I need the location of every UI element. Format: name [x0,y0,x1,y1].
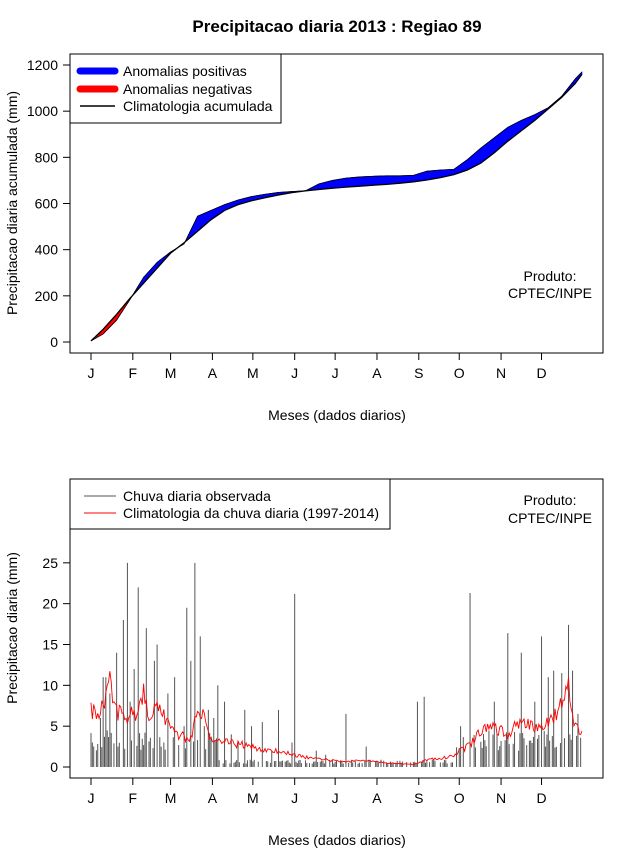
figure-title: Precipitacao diaria 2013 : Regiao 89 [192,17,481,36]
y-tick-label: 5 [50,718,58,734]
y-tick-label: 1000 [27,103,58,119]
x-tick-label: M [247,365,259,381]
x-tick-label: A [208,365,218,381]
legend-label-positive: Anomalias positivas [123,63,247,79]
x-tick-label: O [454,790,465,806]
daily-legend: Chuva diaria observada Climatologia da c… [69,478,391,530]
y-tick-label: 400 [35,242,59,258]
x-tick-label: N [496,790,506,806]
legend-label-observed: Chuva diaria observada [123,488,271,504]
x-tick-label: J [332,365,339,381]
y-tick-label: 800 [35,149,59,165]
daily-data-layer [90,562,583,767]
x-tick-label: J [332,790,339,806]
x-tick-label: O [454,365,465,381]
legend-label-negative: Anomalias negativas [123,81,252,97]
y-tick-label: 1200 [27,57,58,73]
legend-label-daily-climatology: Climatologia da chuva diaria (1997-2014) [123,505,379,521]
x-tick-label: A [208,790,218,806]
x-tick-label: S [414,790,423,806]
daily-note-line1: Produto: [524,492,577,508]
y-tick-label: 0 [50,759,58,775]
daily-legend-box [69,478,391,530]
x-tick-label: F [129,365,138,381]
x-tick-label: M [165,365,177,381]
daily-climatology-line [90,671,583,766]
accumulated-legend: Anomalias positivas Anomalias negativas … [69,53,282,124]
x-tick-label: J [88,790,95,806]
x-tick-label: J [88,365,95,381]
daily-axes: J F M A M J J A S O N D 0 5 10 15 20 25 [42,555,546,806]
accumulated-axes: J F M A M J J A S O N D 0 200 400 600 800 1000 1200 [27,57,547,381]
x-tick-label: A [372,790,382,806]
x-tick-label: D [536,790,546,806]
y-tick-label: 25 [42,555,58,571]
accumulated-xlabel: Meses (dados diarios) [268,407,406,423]
x-tick-label: J [291,365,298,381]
accumulated-panel: J F M A M J J A S O N D 0 200 400 600 800 1000 1200 Precip… [4,53,604,423]
accumulated-ylabel: Precipitacao diaria acumulada (mm) [4,91,20,315]
accumulated-note-line2: CPTEC/INPE [508,285,592,301]
x-tick-label: F [129,790,138,806]
x-tick-label: J [291,790,298,806]
x-tick-label: M [247,790,259,806]
accumulated-data-layer [90,71,583,342]
daily-ylabel: Precipitacao diaria (mm) [4,552,20,704]
y-tick-label: 10 [42,677,58,693]
daily-note-line2: CPTEC/INPE [508,510,592,526]
y-tick-label: 600 [35,196,59,212]
accumulated-note-line1: Produto: [524,268,577,284]
daily-panel: J F M A M J J A S O N D 0 5 10 15 20 25 Precipitacao diar… [4,478,604,848]
y-tick-label: 20 [42,596,58,612]
x-tick-label: S [414,365,423,381]
x-tick-label: M [165,790,177,806]
x-tick-label: N [496,365,506,381]
y-tick-label: 15 [42,637,58,653]
x-tick-label: D [536,365,546,381]
y-tick-label: 0 [50,334,58,350]
climatology-accumulated-line [90,73,583,342]
x-tick-label: A [372,365,382,381]
y-tick-label: 200 [35,288,59,304]
daily-xlabel: Meses (dados diarios) [268,832,406,848]
legend-label-climatology: Climatologia acumulada [123,98,273,114]
